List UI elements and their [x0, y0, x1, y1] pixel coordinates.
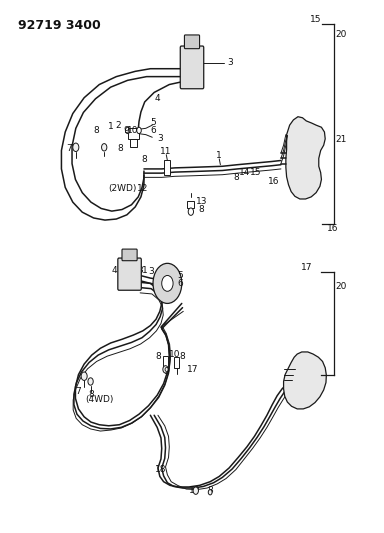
- Text: 8: 8: [207, 486, 213, 495]
- Text: 1: 1: [216, 151, 222, 160]
- Text: 1: 1: [108, 122, 114, 131]
- Circle shape: [162, 276, 173, 292]
- Bar: [164, 160, 170, 175]
- Text: 17: 17: [301, 263, 312, 272]
- Text: 12: 12: [137, 184, 149, 193]
- Text: 11: 11: [160, 147, 171, 156]
- Text: 3: 3: [148, 267, 154, 276]
- Circle shape: [126, 127, 130, 134]
- Text: 3: 3: [157, 134, 163, 143]
- Text: 21: 21: [335, 135, 346, 144]
- Text: 5: 5: [177, 271, 183, 280]
- Text: 10: 10: [169, 350, 181, 359]
- FancyBboxPatch shape: [180, 46, 204, 89]
- Text: 3: 3: [227, 58, 233, 67]
- Text: 20: 20: [336, 282, 347, 291]
- Text: 16: 16: [327, 224, 339, 233]
- Text: 1: 1: [142, 265, 147, 274]
- FancyBboxPatch shape: [122, 249, 137, 261]
- Text: 9: 9: [123, 126, 129, 135]
- Circle shape: [81, 372, 87, 381]
- Text: 20: 20: [336, 30, 347, 39]
- Text: 8: 8: [234, 173, 240, 182]
- Text: 15: 15: [250, 168, 262, 177]
- Circle shape: [163, 366, 168, 373]
- Text: 15: 15: [310, 15, 322, 24]
- Polygon shape: [283, 352, 326, 409]
- Bar: [129, 139, 137, 147]
- FancyBboxPatch shape: [184, 35, 200, 49]
- Text: 13: 13: [196, 197, 207, 206]
- Circle shape: [208, 490, 212, 495]
- Text: 4: 4: [154, 94, 160, 103]
- Text: 8: 8: [199, 205, 204, 214]
- Circle shape: [153, 263, 182, 303]
- Circle shape: [188, 208, 194, 215]
- Text: 8: 8: [89, 390, 94, 399]
- Bar: [187, 201, 194, 208]
- Text: 16: 16: [268, 176, 280, 185]
- Circle shape: [73, 143, 79, 151]
- Circle shape: [101, 143, 107, 151]
- Text: 8: 8: [180, 352, 185, 361]
- Text: 4: 4: [112, 265, 118, 274]
- Text: 92719 3400: 92719 3400: [18, 19, 101, 31]
- Text: 8: 8: [117, 144, 123, 154]
- FancyBboxPatch shape: [118, 258, 141, 290]
- Text: (2WD): (2WD): [108, 184, 136, 193]
- Text: 7: 7: [76, 387, 81, 396]
- Circle shape: [193, 487, 199, 494]
- Bar: [174, 357, 179, 368]
- Bar: [128, 128, 139, 140]
- Text: 6: 6: [151, 126, 156, 135]
- Text: 9: 9: [163, 367, 169, 376]
- Text: (4WD): (4WD): [85, 395, 113, 404]
- Text: 8: 8: [156, 352, 162, 361]
- Polygon shape: [286, 117, 325, 199]
- Text: 2: 2: [115, 120, 121, 130]
- Text: 3: 3: [137, 265, 142, 274]
- Circle shape: [137, 127, 141, 134]
- Text: 10: 10: [127, 126, 138, 135]
- Text: 14: 14: [238, 168, 250, 177]
- Text: 17: 17: [187, 365, 199, 374]
- Text: 6: 6: [177, 279, 183, 288]
- Text: 8: 8: [94, 126, 99, 135]
- Text: 18: 18: [155, 465, 167, 474]
- Text: 8: 8: [142, 155, 147, 164]
- Text: 5: 5: [151, 118, 156, 127]
- Text: 19: 19: [189, 486, 201, 495]
- Text: 7: 7: [66, 144, 72, 154]
- Circle shape: [88, 378, 93, 385]
- Bar: [163, 356, 168, 367]
